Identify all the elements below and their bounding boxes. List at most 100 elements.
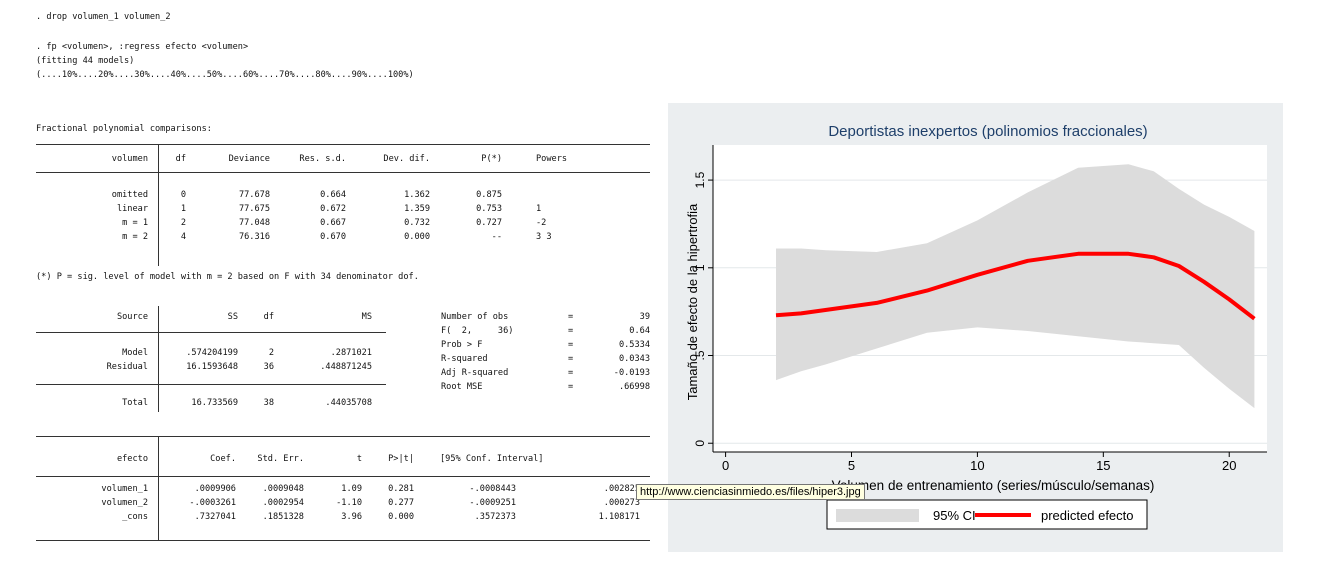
progress-indicator: (....10%....20%....30%....40%....50%....… [36, 70, 414, 80]
anova-cell: .574204199 [186, 348, 238, 358]
chart-title: Deportistas inexpertos (polinomios fracc… [828, 123, 1147, 140]
fp-cell: -2 [536, 218, 547, 228]
anova-cell: Residual [106, 362, 148, 372]
coef-cell: .3572373 [474, 512, 516, 522]
coef-cell: .0009906 [194, 484, 236, 494]
stat-label: Number of obs [441, 312, 509, 322]
fitting-status: (fitting 44 models) [36, 56, 135, 66]
coef-cell: volumen_2 [101, 498, 148, 508]
x-tick-label: 20 [1222, 458, 1236, 473]
fp-cell: m = 1 [122, 218, 148, 228]
stat-value: 0.64 [629, 326, 650, 336]
fp-chart: Deportistas inexpertos (polinomios fracc… [668, 103, 1283, 552]
stat-label: Prob > F [441, 340, 483, 350]
coef-cell: -.0008443 [469, 484, 516, 494]
anova-total-cell: Total [122, 398, 148, 408]
stat-value: 0.0343 [618, 354, 650, 364]
prediction-line [775, 251, 1256, 321]
coef-cell: -1.10 [336, 498, 362, 508]
ci-band [776, 164, 1255, 409]
fp-cell: 1.362 [404, 190, 430, 200]
url-tooltip: http://www.cienciasinmiedo.es/files/hipe… [636, 484, 865, 500]
fp-header-1: df [175, 154, 186, 164]
anova-header-1: SS [227, 312, 238, 322]
stat-value: 39 [639, 312, 650, 322]
coef-header-1: Coef. [210, 454, 236, 464]
anova-header-0: Source [116, 312, 148, 322]
stat-equals: = [568, 340, 574, 350]
coef-cell: 0.277 [388, 498, 414, 508]
fp-cell: 4 [180, 232, 186, 242]
fp-header-3: Res. s.d. [299, 154, 346, 164]
x-tick-label: 5 [848, 458, 855, 473]
anova-header-3: MS [361, 312, 372, 322]
stat-equals: = [568, 382, 574, 392]
stat-equals: = [568, 354, 574, 364]
anova-cell: 36 [263, 362, 274, 372]
anova-total-cell: 38 [263, 398, 274, 408]
coef-cell: .1851328 [262, 512, 304, 522]
fp-cell: 0.727 [476, 218, 502, 228]
fp-header-6: Powers [536, 154, 568, 164]
fp-cell: 0.875 [476, 190, 502, 200]
y-tick-label: 0 [693, 440, 707, 447]
coef-cell: .7327041 [194, 512, 236, 522]
coef-cell: .000273 [603, 498, 640, 508]
fp-cell: omitted [111, 190, 148, 200]
anova-total-cell: .44035708 [325, 398, 372, 408]
coef-cell: volumen_1 [101, 484, 148, 494]
stat-value: .66998 [618, 382, 650, 392]
stat-value: 0.5334 [618, 340, 650, 350]
fp-header-5: P(*) [481, 154, 502, 164]
coef-cell: 3.96 [341, 512, 362, 522]
fp-header-0: volumen [111, 154, 148, 164]
ci-area [776, 164, 1255, 409]
x-tick-label: 0 [722, 458, 729, 473]
stat-equals: = [568, 368, 574, 378]
coef-header-0: efecto [116, 454, 148, 464]
fp-cell: 0.664 [320, 190, 346, 200]
y-tick-label: .5 [693, 350, 707, 360]
x-tick-label: 10 [970, 458, 984, 473]
coef-cell: -.0003261 [189, 498, 236, 508]
fp-header-4: Dev. dif. [383, 154, 430, 164]
anova-header-2: df [263, 312, 274, 322]
x-tick-label: 15 [1096, 458, 1110, 473]
coef-header-4: P>|t| [388, 454, 414, 464]
coef-cell: .002825 [603, 484, 640, 494]
stata-results-window: . drop volumen_1 volumen_2 . fp <volumen… [0, 0, 660, 579]
stat-label: R-squared [441, 354, 488, 364]
fp-cell: 3 3 [536, 232, 552, 242]
legend-ci-label: 95% CI [933, 508, 976, 523]
fp-cell: 0.667 [320, 218, 346, 228]
fp-title: Fractional polynomial comparisons: [36, 124, 212, 134]
coef-cell: 0.000 [388, 512, 414, 522]
legend: 95% CI predicted efecto [826, 499, 1148, 530]
stat-label: F( 2, 36) [441, 326, 514, 336]
coef-cell: 1.108171 [598, 512, 640, 522]
x-axis-label: Volumen de entrenamiento (series/músculo… [832, 478, 1155, 493]
fp-cell: 0 [180, 190, 186, 200]
predicted-line [775, 251, 1256, 321]
y-tick-label: 1.5 [693, 171, 707, 188]
fp-cell: linear [116, 204, 148, 214]
coef-cell: .0009048 [262, 484, 304, 494]
coef-cell: .0002954 [262, 498, 304, 508]
anova-total-cell: 16.733569 [191, 398, 238, 408]
coef-cell: _cons [122, 512, 148, 522]
coef-cell: -.0009251 [469, 498, 516, 508]
fp-cell: 1.359 [404, 204, 430, 214]
command-fp: . fp <volumen>, :regress efecto <volumen… [36, 42, 249, 52]
y-tick-label: 1 [693, 264, 707, 271]
stat-equals: = [568, 326, 574, 336]
anova-cell: .2871021 [330, 348, 372, 358]
coef-cell: 1.09 [341, 484, 362, 494]
stat-label: Root MSE [441, 382, 483, 392]
fp-cell: 1 [180, 204, 186, 214]
coef-cell: 0.281 [388, 484, 414, 494]
legend-ci-swatch [836, 509, 919, 522]
y-axis-label: Tamaño de efecto de la hipertrofia [685, 203, 700, 400]
fp-cell: 0.753 [476, 204, 502, 214]
axes: 0 .5 1 1.5 0 5 10 15 20 [693, 145, 1267, 473]
fp-cell: -- [491, 232, 502, 242]
